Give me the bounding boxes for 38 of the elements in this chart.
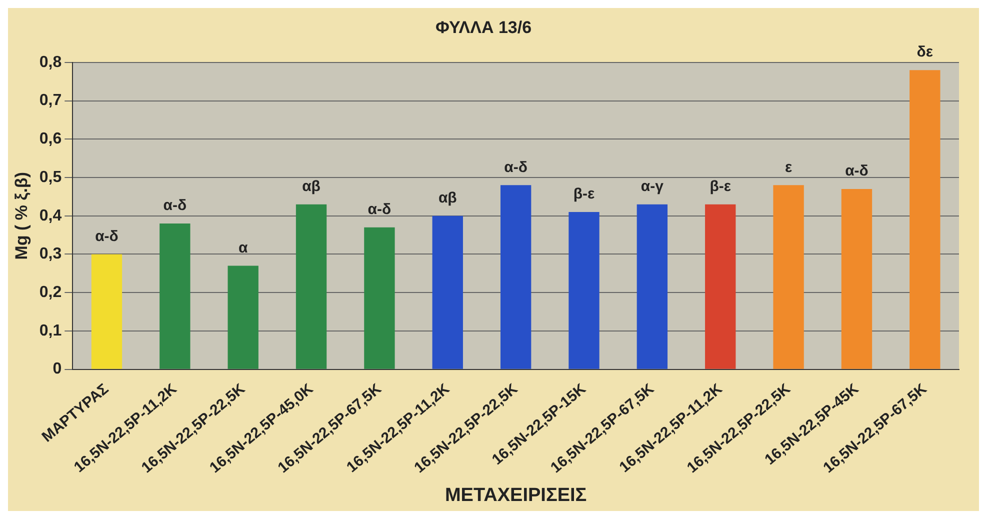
data-label: α-δ <box>368 201 392 218</box>
bar <box>568 212 600 369</box>
bar <box>636 204 668 369</box>
y-tick-label: 0,3 <box>39 246 62 263</box>
bar <box>773 185 804 369</box>
y-tick-label: 0,8 <box>39 54 62 71</box>
y-tick-label: 0,5 <box>39 168 62 186</box>
bar <box>91 254 122 369</box>
y-tick-label: 0,2 <box>39 284 62 302</box>
data-label: δε <box>916 44 934 61</box>
data-label: α-γ <box>640 178 664 195</box>
bar <box>228 266 258 369</box>
chart-title: ΦΥΛΛΑ 13/6 <box>435 18 532 37</box>
bar <box>160 224 190 369</box>
data-label: ε <box>784 158 792 176</box>
data-label: β-ε <box>573 186 595 203</box>
data-label: β-ε <box>710 178 732 195</box>
data-label: α-δ <box>163 197 187 214</box>
bar <box>500 185 532 369</box>
data-label: α <box>238 239 248 256</box>
bar <box>705 204 736 369</box>
data-label: αβ <box>302 178 320 195</box>
bar <box>910 70 940 369</box>
y-tick-label: 0,1 <box>39 322 62 340</box>
y-tick-label: 0,7 <box>39 92 62 110</box>
bar <box>296 204 327 369</box>
data-label: αβ <box>438 190 457 207</box>
bar <box>432 216 463 369</box>
y-axis-title: Mg ( % ξ.β) <box>12 172 31 260</box>
data-label: α-δ <box>95 228 118 245</box>
bar <box>841 189 872 369</box>
y-tick-label: 0 <box>52 360 62 378</box>
data-label: α-δ <box>845 162 868 180</box>
data-label: α-δ <box>504 158 528 176</box>
x-axis-title: ΜΕΤΑΧΕΙΡΙΣΕΙΣ <box>444 484 587 506</box>
bar <box>364 227 395 369</box>
y-tick-label: 0,4 <box>39 207 62 224</box>
y-tick-label: 0,6 <box>39 130 62 148</box>
